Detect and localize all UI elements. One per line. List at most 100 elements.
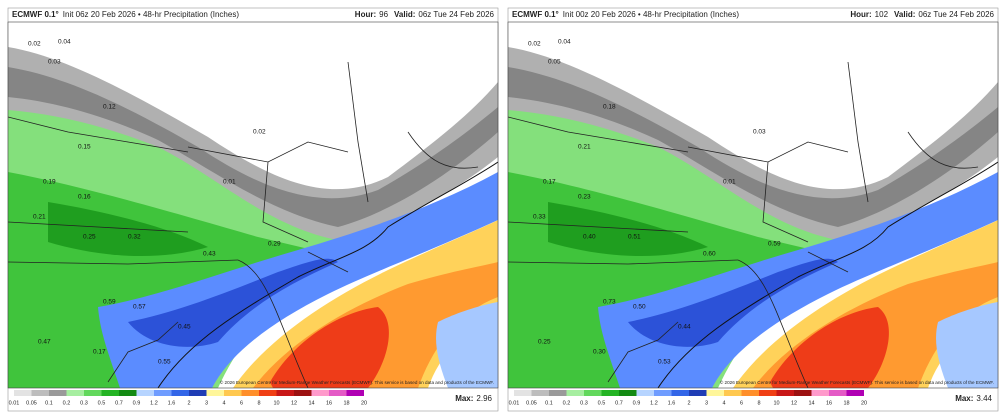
legend-swatch: [776, 390, 794, 396]
legend-tick: 4: [222, 400, 225, 406]
coastline: [657, 161, 998, 388]
precip-value: 0.12: [103, 104, 116, 111]
precip-value: 0.23: [578, 194, 591, 201]
precip-area: [936, 302, 998, 388]
precip-value: 0.04: [58, 39, 71, 46]
precip-value: 0.29: [268, 241, 281, 248]
legend-tick: 0.1: [45, 400, 53, 406]
legend-swatch: [311, 390, 329, 396]
precip-map: 0.02 0.04 0.03 0.12 0.15 0.19 0.16 0.21 0.25 0.32…: [7, 21, 499, 389]
legend-swatch: [759, 390, 777, 396]
max-label: Max:: [955, 394, 973, 403]
precip-area: [508, 67, 998, 227]
valid-text: Valid:: [894, 10, 915, 19]
max-label: Max:: [455, 394, 473, 403]
panel-valid: Hour: 96 Valid: 06z Tue 24 Feb 2026: [355, 10, 495, 19]
legend-swatch: [514, 390, 532, 396]
legend-tick: 18: [843, 400, 849, 406]
legend-tick: 0.7: [115, 400, 123, 406]
legend-tick: 0.5: [98, 400, 106, 406]
legend-swatch: [101, 390, 119, 396]
legend-tick: 1.6: [168, 400, 176, 406]
header-text: Init 00z 20 Feb 2026 • 48-hr Precipitati…: [563, 10, 740, 19]
legend-swatch: [84, 390, 102, 396]
legend-tick: 6: [740, 400, 743, 406]
legend-tick: 12: [791, 400, 797, 406]
legend-tick: 4: [722, 400, 725, 406]
precip-value: 0.25: [538, 339, 551, 346]
legend-swatch: [671, 390, 689, 396]
precip-value: 0.60: [703, 251, 716, 258]
precip-value: 0.15: [78, 144, 91, 151]
precip-value: 0.17: [543, 179, 556, 186]
legend-swatch: [811, 390, 829, 396]
legend-tick: 0.3: [80, 400, 88, 406]
legend-swatch: [171, 390, 189, 396]
legend-swatch: [741, 390, 759, 396]
header-text: ECMWF 0.1°: [512, 10, 559, 19]
panel-valid: Hour: 102 Valid: 06z Tue 24 Feb 2026: [850, 10, 994, 19]
legend-swatch: [276, 390, 294, 396]
precip-value: 0.45: [178, 324, 191, 331]
legend-swatch: [689, 390, 707, 396]
boundary-line: [407, 131, 479, 169]
legend-tick: 1.6: [668, 400, 676, 406]
legend-tick: 14: [808, 400, 814, 406]
boundary-line: [307, 251, 349, 273]
legend-swatch: [294, 390, 312, 396]
precip-value: 0.19: [43, 179, 56, 186]
precip-value: 0.30: [593, 349, 606, 356]
precip-area: [648, 22, 808, 112]
boundary-line: [687, 141, 849, 163]
legend-tick: 10: [773, 400, 779, 406]
legend-tick: 0.1: [545, 400, 553, 406]
precip-value: 0.02: [528, 41, 541, 48]
precip-value: 0.59: [768, 241, 781, 248]
legend-swatch: [346, 390, 364, 396]
boundary-line: [262, 161, 309, 243]
header-text: ECMWF 0.1°: [12, 10, 59, 19]
legend-swatch: [531, 390, 549, 396]
legend-tick: 0.9: [633, 400, 641, 406]
boundary-line: [508, 221, 689, 233]
precip-value: 0.32: [128, 234, 141, 241]
legend-swatch: [31, 390, 49, 396]
boundary-line: [8, 116, 189, 153]
legend-tick: 16: [326, 400, 332, 406]
precip-area: [8, 67, 498, 227]
map-field: 0.02 0.04 0.05 0.18 0.21 0.17 0.23 0.33 0.40 0.51…: [508, 22, 998, 388]
legend-tick: 2: [687, 400, 690, 406]
valid-text: 06z Tue 24 Feb 2026: [918, 10, 994, 19]
boundary-line: [8, 221, 189, 233]
copyright: © 2026 European Centre for Medium-Range …: [720, 379, 994, 385]
precip-map: 0.02 0.04 0.05 0.18 0.21 0.17 0.23 0.33 0.40 0.51…: [507, 21, 999, 389]
precip-area: [436, 302, 498, 388]
precip-value: 0.16: [78, 194, 91, 201]
legend-tick: 0.2: [563, 400, 571, 406]
legend-tick: 2: [187, 400, 190, 406]
max-value: Max: 2.96: [455, 394, 492, 403]
valid-text: Hour:: [355, 10, 376, 19]
legend-tick: 0.01: [509, 400, 520, 406]
legend-tick: 0.5: [598, 400, 606, 406]
precip-value: 0.01: [723, 179, 736, 186]
map-frame: [7, 21, 499, 389]
map-panel: ECMWF 0.1° Init 06z 20 Feb 2026 • 48-hr P…: [7, 7, 499, 412]
legend-swatch: [566, 390, 584, 396]
legend-tick: 1.2: [650, 400, 658, 406]
precip-value: 0.01: [223, 179, 236, 186]
legend-swatch: [829, 390, 847, 396]
boundary-line: [847, 61, 869, 203]
map-field: 0.02 0.04 0.03 0.12 0.15 0.19 0.16 0.21 0.25 0.32…: [8, 22, 498, 388]
precip-value: 0.18: [603, 104, 616, 111]
precip-value: 0.33: [533, 214, 546, 221]
legend-tick: 16: [826, 400, 832, 406]
copyright: © 2026 European Centre for Medium-Range …: [220, 379, 494, 385]
precip-value: 0.21: [33, 214, 46, 221]
legend-tick: 12: [291, 400, 297, 406]
legend-swatch: [619, 390, 637, 396]
max-number: 2.96: [476, 394, 492, 403]
precip-value: 0.03: [753, 129, 766, 136]
precip-value: 0.02: [253, 129, 266, 136]
map-panel: ECMWF 0.1° Init 00z 20 Feb 2026 • 48-hr P…: [507, 7, 999, 412]
